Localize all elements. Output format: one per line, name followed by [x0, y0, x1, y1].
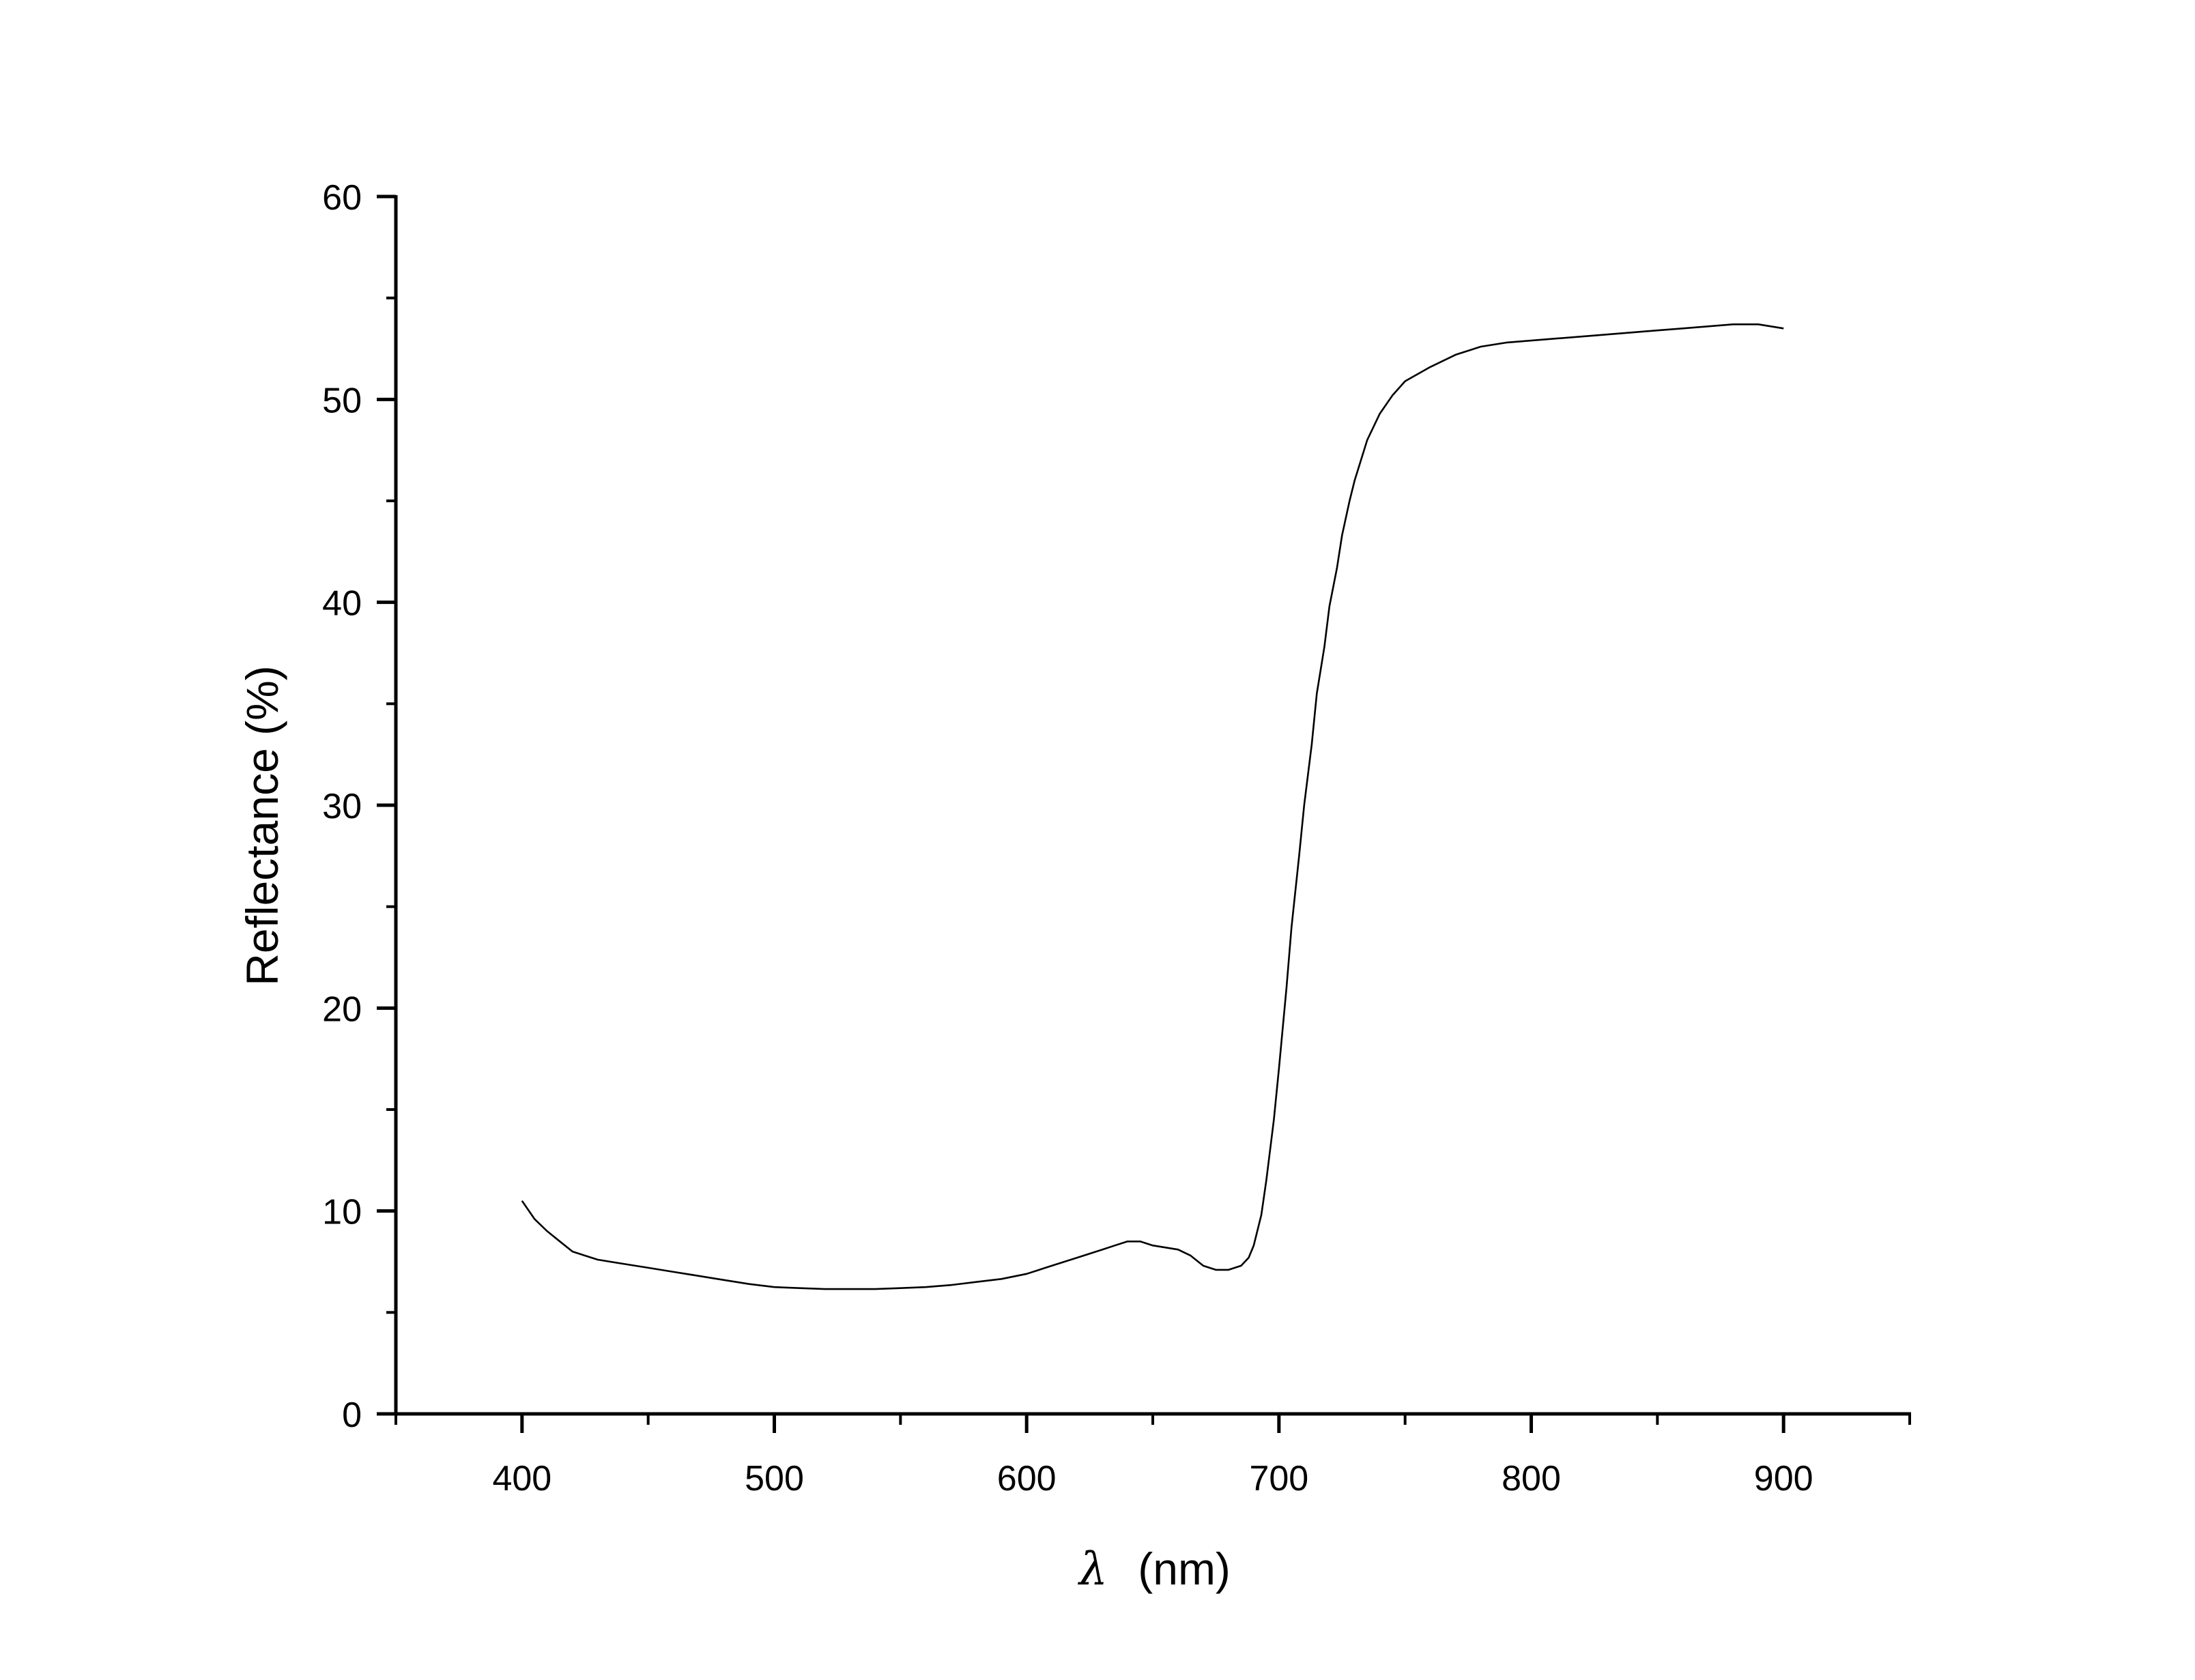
y-tick-label: 50	[322, 381, 362, 420]
x-tick-label: 600	[997, 1459, 1057, 1498]
x-axis-ticks: 400 500 600 700 800 900	[394, 1414, 1911, 1498]
y-tick-label: 20	[322, 989, 362, 1029]
y-tick-label: 40	[322, 584, 362, 624]
x-tick-label: 800	[1502, 1459, 1561, 1498]
y-axis-title: Reflectance (%)	[237, 665, 287, 986]
x-axis-title-unit: (nm)	[1138, 1544, 1231, 1594]
x-axis-title: λ (nm)	[1077, 1543, 1231, 1595]
x-tick-label: 700	[1249, 1459, 1308, 1498]
y-tick-label: 30	[322, 787, 362, 826]
x-tick-label: 500	[745, 1459, 804, 1498]
y-tick-label: 60	[322, 178, 362, 218]
x-tick-label: 400	[492, 1459, 551, 1498]
x-axis-title-symbol: λ	[1077, 1543, 1108, 1595]
reflectance-series-line	[521, 323, 1784, 1290]
y-tick-label: 10	[322, 1193, 362, 1232]
x-tick-label: 900	[1754, 1459, 1813, 1498]
y-axis-ticks: 0 10 20 30 40 50 60	[322, 178, 396, 1435]
y-tick-label: 0	[342, 1395, 362, 1435]
